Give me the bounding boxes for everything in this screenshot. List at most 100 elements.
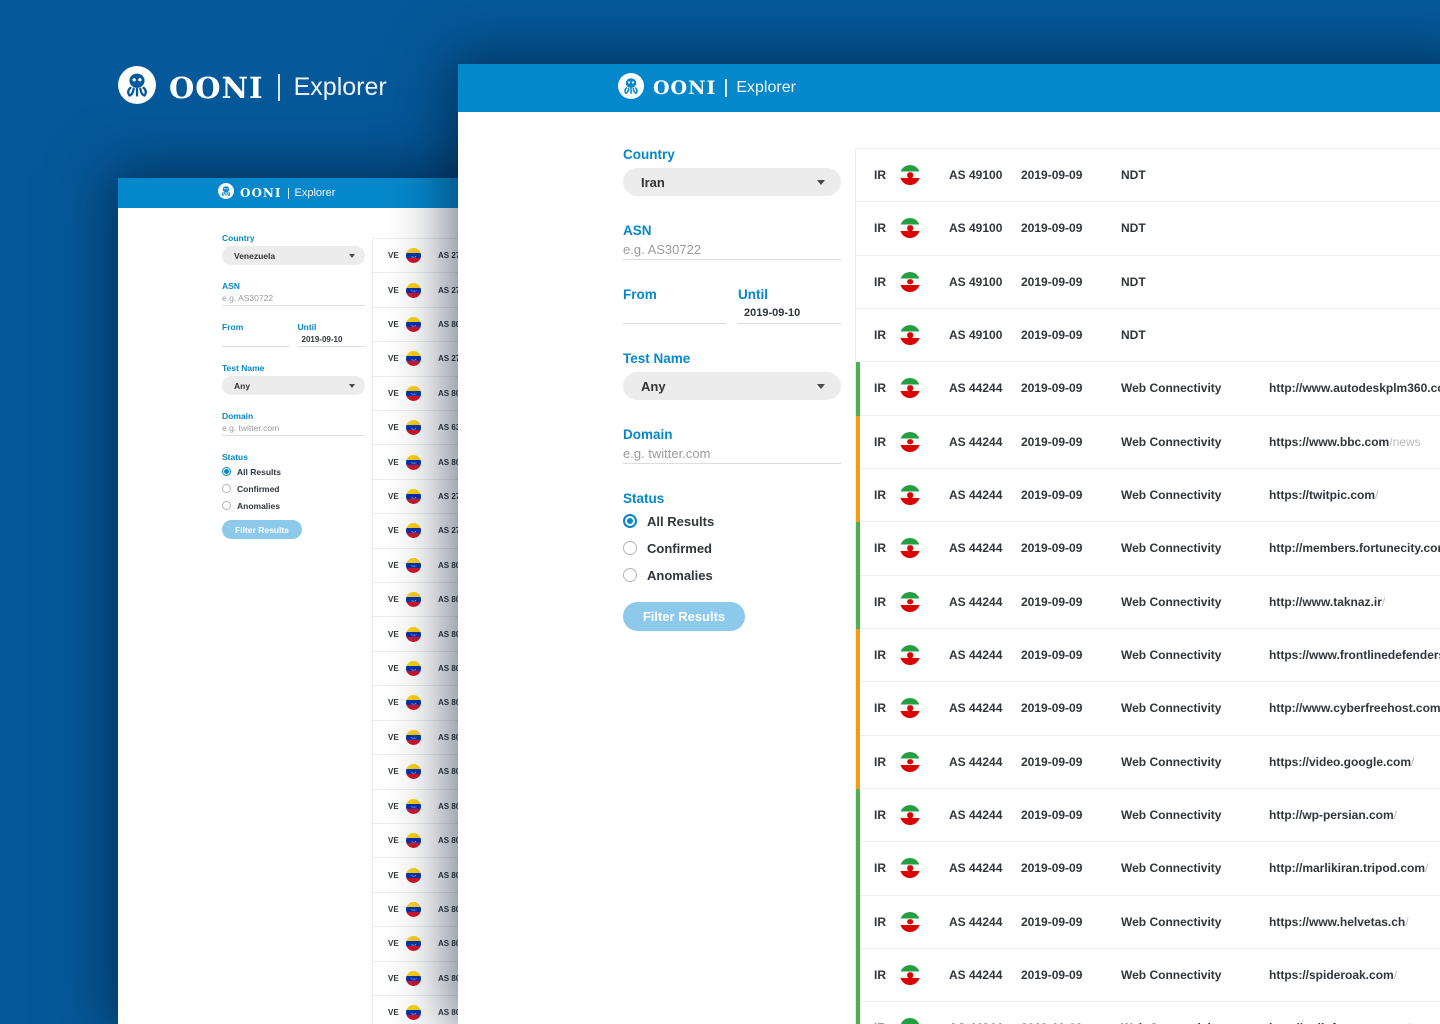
country-label: Country bbox=[222, 233, 255, 243]
table-row[interactable]: IR AS 49100 2019-09-09 NDT bbox=[856, 149, 1440, 203]
measurement-date: 2019-09-09 bbox=[1021, 381, 1083, 396]
ooni-explorer-logo[interactable]: OONI Explorer bbox=[218, 182, 335, 204]
from-input[interactable] bbox=[222, 335, 290, 347]
asn-value: AS 8048 bbox=[438, 629, 470, 639]
radio-anomalies[interactable]: Anomalies bbox=[623, 562, 841, 588]
country-flag-icon bbox=[406, 695, 421, 711]
measurement-url: https://spideroak.com/ bbox=[1269, 968, 1397, 982]
country-code: VE bbox=[388, 801, 399, 811]
measurement-date: 2019-09-09 bbox=[1021, 861, 1083, 876]
url-path: / bbox=[1393, 968, 1398, 983]
until-input[interactable]: 2019-09-10 bbox=[297, 335, 365, 347]
chevron-down-icon bbox=[817, 383, 825, 389]
country-code: IR bbox=[874, 861, 886, 876]
radio-all-results[interactable]: All Results bbox=[623, 508, 841, 534]
country-flag-icon bbox=[900, 751, 920, 772]
country-flag-icon bbox=[900, 218, 920, 239]
radio-confirmed[interactable]: Confirmed bbox=[222, 480, 365, 497]
radio-all-results[interactable]: All Results bbox=[222, 463, 365, 480]
asn-input[interactable]: e.g. AS30722 bbox=[222, 293, 365, 306]
ooni-explorer-logo: OONI Explorer bbox=[118, 66, 387, 109]
brand-name: OONI bbox=[169, 70, 264, 105]
country-code: VE bbox=[388, 1008, 399, 1018]
measurement-url: http://members.fortunecity.com/ bbox=[1269, 541, 1440, 555]
url-path: / bbox=[1407, 1021, 1410, 1024]
test-name: Web Connectivity bbox=[1121, 381, 1222, 396]
domain-input[interactable]: e.g. twitter.com bbox=[222, 423, 365, 436]
radio-icon bbox=[623, 541, 637, 555]
country-select[interactable]: Iran bbox=[623, 168, 841, 196]
url-path: / bbox=[1375, 488, 1379, 503]
measurement-url: http://marlikiran.tripod.com/ bbox=[1269, 861, 1428, 875]
table-row[interactable]: IR AS 49100 2019-09-09 NDT bbox=[856, 308, 1440, 363]
country-flag-icon bbox=[900, 858, 920, 879]
asn-value: AS 44244 bbox=[949, 648, 1003, 663]
country-flag-icon bbox=[406, 248, 421, 264]
country-flag-icon bbox=[900, 431, 920, 452]
ooni-explorer-logo[interactable]: OONI Explorer bbox=[618, 72, 796, 104]
radio-anomalies[interactable]: Anomalies bbox=[222, 497, 365, 514]
country-code: VE bbox=[388, 870, 399, 880]
asn-value: AS 8048 bbox=[438, 904, 470, 914]
country-code: IR bbox=[874, 434, 886, 449]
country-code: VE bbox=[388, 423, 399, 433]
asn-value: AS 44244 bbox=[949, 808, 1003, 823]
ooni-logo-icon bbox=[218, 182, 234, 204]
filter-results-button[interactable]: Filter Results bbox=[623, 602, 745, 631]
measurement-date: 2019-09-09 bbox=[1021, 328, 1083, 343]
from-input[interactable] bbox=[623, 307, 726, 324]
test-name: Web Connectivity bbox=[1121, 1021, 1269, 1024]
country-flag-icon bbox=[406, 833, 421, 849]
radio-selected-icon bbox=[222, 467, 231, 476]
filter-results-button[interactable]: Filter Results bbox=[222, 520, 302, 539]
table-row[interactable]: IR AS 49100 2019-09-09 NDT bbox=[856, 255, 1440, 309]
country-flag-icon bbox=[406, 936, 421, 952]
country-code: IR bbox=[874, 541, 886, 556]
country-flag-icon bbox=[900, 645, 920, 666]
domain-label: Domain bbox=[623, 427, 673, 442]
test-name: Web Connectivity bbox=[1121, 754, 1222, 769]
asn-value: AS 44244 bbox=[949, 701, 1003, 716]
asn-input[interactable]: e.g. AS30722 bbox=[623, 242, 841, 260]
country-flag-icon bbox=[406, 867, 421, 883]
country-flag-icon bbox=[900, 378, 920, 399]
radio-confirmed[interactable]: Confirmed bbox=[623, 535, 841, 561]
country-flag-icon bbox=[900, 538, 920, 559]
asn-value: AS 44244 bbox=[949, 968, 1003, 983]
ooni-octopus-icon bbox=[618, 72, 644, 99]
date-range: From Until 2019-09-10 bbox=[222, 322, 365, 347]
domain-input[interactable]: e.g. twitter.com bbox=[623, 446, 841, 464]
until-input[interactable]: 2019-09-10 bbox=[738, 307, 841, 324]
test-name: Web Connectivity bbox=[1121, 968, 1222, 983]
chevron-down-icon bbox=[817, 179, 825, 185]
url-domain: http://www.autodeskplm360.com bbox=[1269, 381, 1440, 396]
measurement-date: 2019-09-09 bbox=[1021, 648, 1083, 663]
asn-value: AS 44244 bbox=[949, 488, 1003, 503]
brand-product: Explorer bbox=[736, 79, 796, 96]
country-flag-icon bbox=[406, 523, 421, 539]
country-selected-value: Venezuela bbox=[234, 250, 276, 261]
table-row[interactable]: IR AS 49100 2019-09-09 NDT bbox=[856, 202, 1440, 256]
url-path: / bbox=[1393, 808, 1398, 823]
url-domain: http://wp-persian.com bbox=[1269, 808, 1394, 823]
test-name-select[interactable]: Any bbox=[222, 376, 365, 395]
ooni-logo-icon bbox=[618, 72, 644, 104]
measurement-url: https://www.frontlinedefenders.or.../ bbox=[1269, 648, 1440, 662]
test-name-select[interactable]: Any bbox=[623, 372, 841, 400]
country-select[interactable]: Venezuela bbox=[222, 246, 365, 265]
url-domain: http://members.fortunecity.com bbox=[1269, 541, 1440, 556]
url-domain: https://video.google.com bbox=[1269, 754, 1412, 769]
